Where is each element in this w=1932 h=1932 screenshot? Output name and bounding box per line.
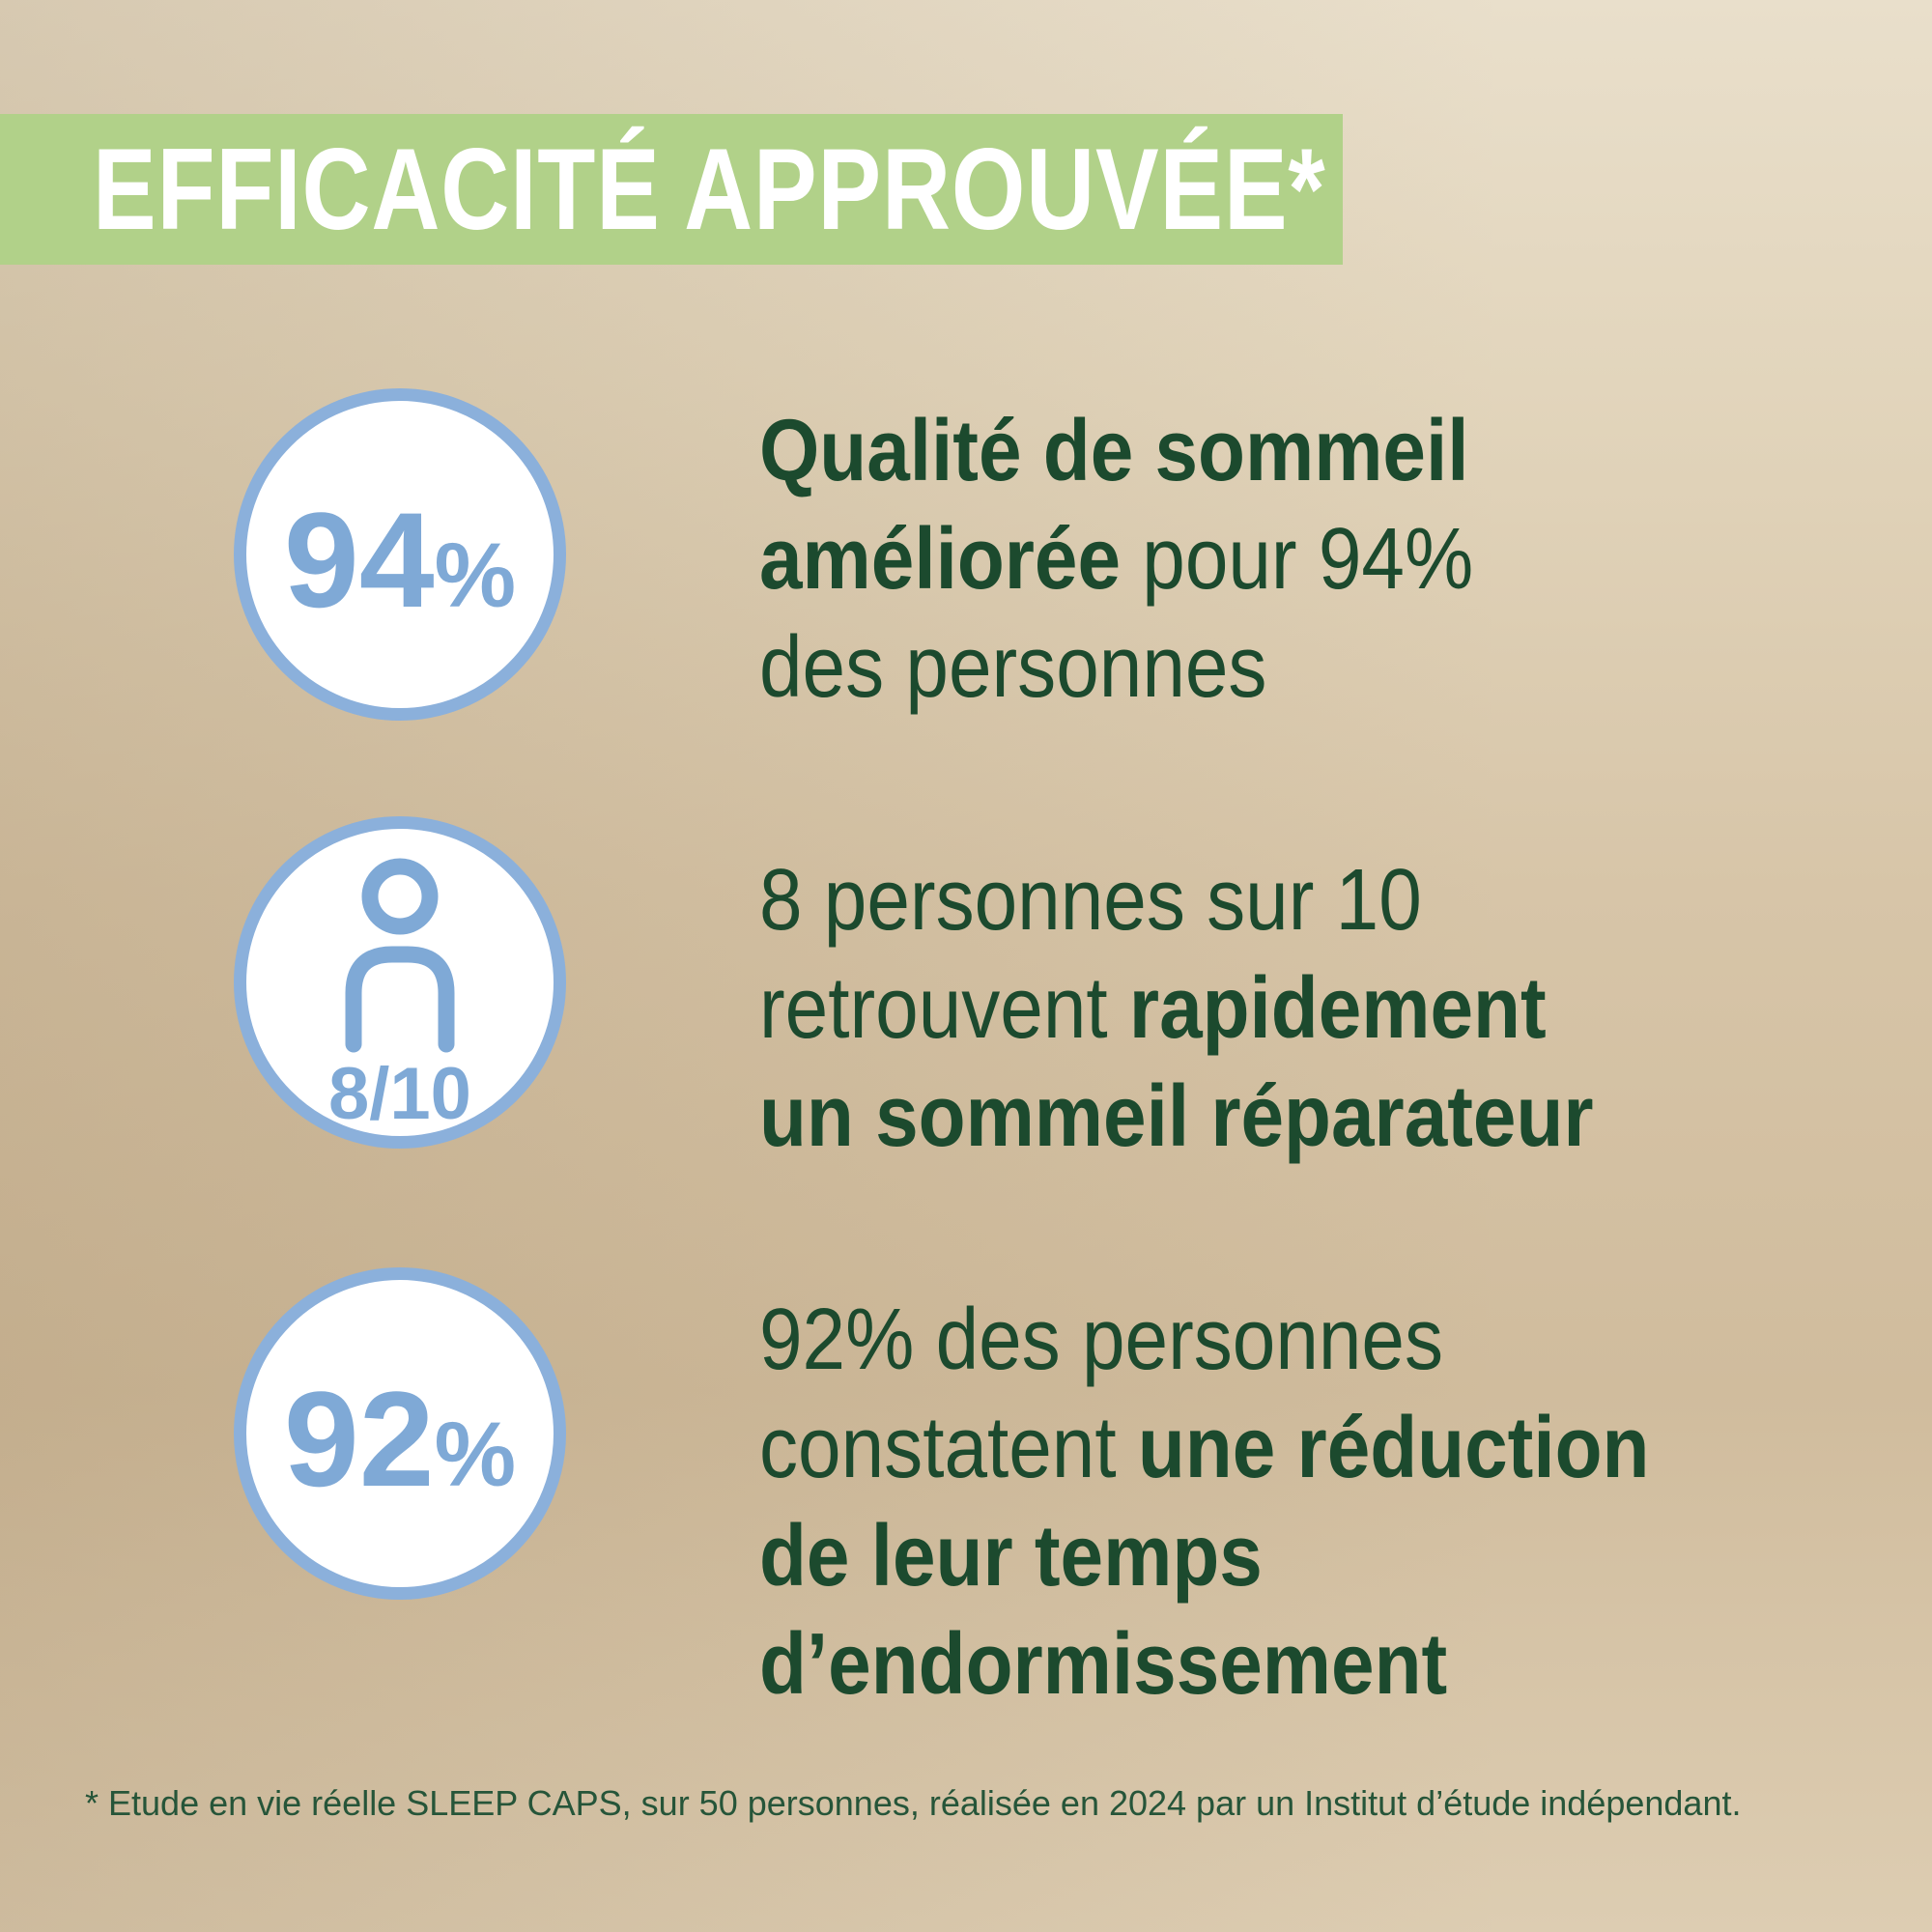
text-run: constatent	[759, 1400, 1138, 1496]
text-run: 92% des personnes	[759, 1292, 1444, 1388]
stat-badge-92-percent: 92%	[234, 1267, 566, 1600]
stat-text-sleep-onset-reduction: 92% des personnes constatent une réducti…	[759, 1286, 1649, 1719]
text-run: 8 personnes sur 10	[759, 852, 1422, 949]
stat-text-sleep-quality: Qualité de sommeil améliorée pour 94% de…	[759, 397, 1473, 722]
text-line: améliorée pour 94%	[759, 505, 1473, 613]
text-run: améliorée	[759, 511, 1122, 608]
study-footnote: * Etude en vie réelle SLEEP CAPS, sur 50…	[85, 1783, 1742, 1823]
percent-sign: %	[434, 1404, 517, 1506]
stat-text-restorative-sleep: 8 personnes sur 10 retrouvent rapidement…	[759, 846, 1594, 1171]
stat-badge-value: 92%	[284, 1360, 516, 1507]
approved-banner: EFFICACITÉ APPROUVÉE*	[0, 114, 1343, 265]
text-line: 92% des personnes	[759, 1286, 1649, 1394]
text-line: 8 personnes sur 10	[759, 846, 1594, 954]
text-run: retrouvent	[759, 960, 1129, 1057]
text-run: Qualité de sommeil	[759, 403, 1469, 499]
text-line: retrouvent rapidement	[759, 954, 1594, 1063]
text-line: des personnes	[759, 613, 1473, 722]
stat-number: 94	[283, 484, 435, 636]
text-run: rapidement	[1128, 960, 1547, 1057]
stat-number: 92	[283, 1363, 435, 1515]
text-line: d’endormissement	[759, 1610, 1649, 1719]
text-run: un sommeil réparateur	[759, 1068, 1594, 1165]
text-line: de leur temps	[759, 1502, 1649, 1610]
text-run: des personnes	[759, 619, 1267, 716]
text-line: constatent une réduction	[759, 1394, 1649, 1502]
text-run: d’endormissement	[759, 1616, 1448, 1713]
stat-badge-94-percent: 94%	[234, 388, 566, 721]
text-run: pour 94%	[1121, 511, 1474, 608]
text-line: Qualité de sommeil	[759, 397, 1473, 505]
text-run: une réduction	[1137, 1400, 1650, 1496]
person-icon	[345, 858, 455, 1053]
text-line: un sommeil réparateur	[759, 1063, 1594, 1171]
stat-badge-8-out-of-10: 8/10	[234, 816, 566, 1149]
stat-badge-value: 94%	[284, 481, 516, 628]
banner-title: EFFICACITÉ APPROUVÉE*	[93, 125, 1326, 254]
percent-sign: %	[434, 525, 517, 627]
text-run: de leur temps	[759, 1508, 1263, 1605]
stat-badge-value: 8/10	[328, 1053, 471, 1135]
